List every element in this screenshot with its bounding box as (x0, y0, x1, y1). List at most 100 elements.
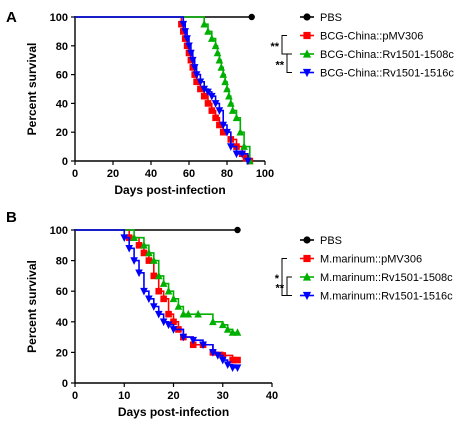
panel-b-series-3-point (169, 294, 178, 303)
panel-b-series-3-point (209, 317, 217, 326)
panel-b-series-4-point (179, 333, 188, 342)
panel-b-x-tick-label: 10 (118, 390, 130, 402)
panel-a-series-2-point (216, 121, 223, 129)
panel-b-series-4-point (199, 341, 207, 350)
panel-a-series-3-point (236, 127, 245, 136)
panel-b-series-4-point (135, 269, 143, 278)
panel-a-series-4-point (196, 78, 205, 87)
panel-a-y-tick-label: 20 (56, 127, 68, 139)
panel-a-series-3-point (228, 106, 237, 114)
panel-b-series-4-point (140, 287, 148, 296)
panel-b-series-3-point (228, 328, 237, 336)
panel-b-series-2-point (189, 341, 197, 349)
panel-b-significance-bracket (281, 258, 287, 296)
panel-b-legend-marker (302, 291, 312, 301)
panel-a-series-3-point (204, 27, 212, 35)
panel-a-x-tick-label: 0 (72, 168, 78, 180)
panel-b-series-2-point (140, 249, 148, 257)
panel-a-series-4-point (238, 150, 246, 159)
panel-b-series-2-point (234, 356, 241, 364)
panel-a-x-tick-label: 40 (145, 168, 157, 180)
panel-b-y-axis-title: Percent survival (25, 260, 39, 353)
panel-a-series-4-point (211, 100, 220, 108)
panel-a-series-4-point (227, 143, 235, 151)
panel-a-y-tick-label: 0 (62, 156, 68, 168)
panel-a-series-2-point (197, 85, 204, 93)
panel-b-series-3-point (174, 302, 183, 310)
panel-a-series-4-point (223, 128, 231, 137)
panel-b-series-4-point (145, 295, 153, 304)
panel-b-series-1-point (234, 226, 241, 234)
panel-a-significance-bracket (286, 53, 292, 73)
panel-b-legend-label: M.marinum::Rv1501-1516c (320, 291, 453, 303)
panel-b-significance-bracket (286, 276, 292, 296)
panel-a-legend-label: BCG-China::Rv1501-1508c (320, 49, 454, 61)
panel-b-series-2-point (165, 310, 172, 318)
panel-a-series-3-point (227, 99, 235, 107)
panel-a-series-4-point (183, 35, 191, 43)
panel-b-series-2-point (145, 257, 153, 264)
panel-a-series-3-point (217, 63, 226, 71)
panel-a-legend-marker (302, 49, 312, 58)
panel-b-series-4-point (150, 303, 158, 311)
panel-b-x-axis-title: Days post-infection (118, 405, 229, 419)
panel-a-series-4-point (187, 49, 195, 58)
panel-b-series-3-point (164, 286, 173, 295)
panel-b-series-4-point (228, 364, 237, 372)
panel-b-series-4-point (130, 257, 138, 265)
panel-a-legend-label: BCG-China::Rv1501-1516c (320, 68, 454, 80)
panel-a-legend-marker (303, 13, 311, 21)
panel-a-series-3-point (200, 19, 208, 28)
panel-a-series-4-point (232, 150, 241, 159)
panel-b-series-4-point (169, 326, 178, 334)
panel-a-series-3-point (215, 55, 224, 64)
panel-b-series-2-point (135, 242, 143, 249)
panel-b-series-3-point (130, 233, 138, 241)
panel-a-series-3-point (221, 77, 229, 86)
panel-a-series-4-point (179, 20, 188, 29)
panel-a-y-tick-label: 100 (50, 12, 68, 24)
panel-b-series-3-point (150, 256, 158, 264)
panel-a-series-2-line (75, 16, 251, 161)
panel-b-series-4-point (218, 356, 227, 365)
panel-a-series-3-point (211, 41, 220, 50)
panel-b-series-3-point (154, 271, 163, 280)
panel-a-series-4-point (192, 71, 201, 79)
panel-a-x-tick-label: 80 (221, 168, 233, 180)
panel-a-series-1-point (248, 13, 255, 21)
panel-b-y-tick-label: 0 (62, 378, 68, 390)
panel-b-series-3-point (233, 328, 242, 336)
panel-a-legend-marker (303, 31, 311, 40)
panel-b-series-4-point (125, 245, 133, 253)
panel-b-y-tick-label: 40 (56, 317, 68, 329)
panel-a-series-4-point (204, 88, 212, 97)
panel-b-y-tick-label: 60 (56, 286, 68, 298)
panel-a-series-3-point (240, 142, 248, 150)
panel-a-significance-label: ** (275, 59, 284, 71)
panel-b-series-4-line (75, 229, 238, 369)
panel-a-series-4-point (190, 64, 199, 72)
panel-a-series-4-point (185, 42, 193, 51)
panel-a-y-tick-label: 60 (56, 70, 68, 82)
panel-a-x-tick-label: 60 (183, 168, 195, 180)
panel-b-series-3-point (218, 320, 227, 329)
panel-b-series-3-point (184, 309, 193, 318)
panel-a-series-2-point (219, 128, 227, 136)
panel-a-series-2-point (204, 100, 212, 107)
panel-b-y-tick-label: 20 (56, 347, 68, 359)
panel-b-series-4-point (209, 349, 217, 357)
panel-b-y-tick-label: 80 (56, 256, 68, 268)
panel-b-series-3-point (159, 279, 168, 287)
panel-a-series-4-point (215, 107, 224, 115)
panel-a-y-tick-label: 40 (56, 98, 68, 110)
panel-a-y-tick-label: 80 (56, 41, 68, 53)
panel-a-significance-bracket (281, 35, 287, 55)
panel-b-series-3-point (223, 325, 232, 333)
panel-a-series-2-point (193, 78, 200, 86)
panel-a-series-4-point (200, 85, 208, 94)
panel-b-series-2-point (229, 356, 236, 364)
panel-b-series-3-point (194, 309, 202, 318)
panel-b-series-3-point (140, 241, 148, 249)
panel-a-y-axis-title: Percent survival (25, 43, 39, 136)
